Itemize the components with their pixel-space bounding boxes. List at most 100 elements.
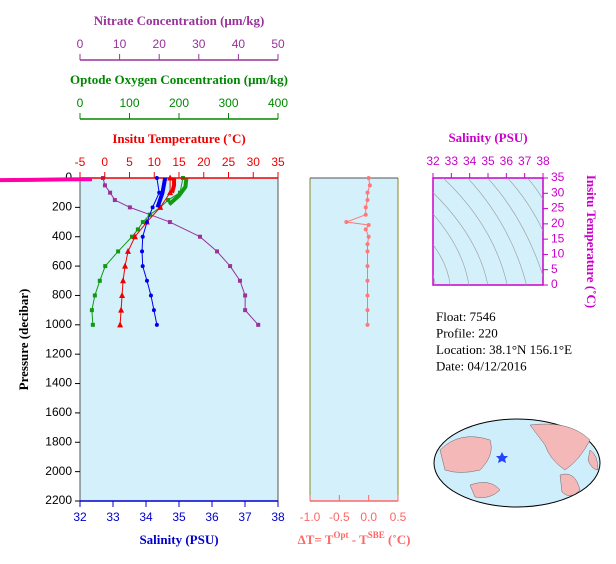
data-line	[0, 177, 93, 183]
data-point	[117, 321, 124, 328]
x-tick-label: 30	[192, 37, 206, 51]
x-tick-label: -1.0	[300, 510, 321, 524]
data-point	[215, 249, 220, 254]
data-point	[151, 308, 156, 313]
y-tick-label: 800	[52, 288, 72, 302]
x-tick-label: 35	[481, 154, 495, 168]
info-line: Date: 04/12/2016	[436, 358, 527, 373]
data-point	[228, 264, 233, 269]
data-point	[366, 234, 371, 239]
y-axis-title: Insitu Temperature (˚C)	[584, 175, 599, 308]
data-point	[365, 242, 370, 247]
isopycnal	[433, 192, 489, 285]
data-point	[365, 293, 370, 298]
y-tick-label: 5	[551, 262, 558, 276]
data-point	[166, 198, 171, 203]
data-point	[365, 264, 370, 269]
x-tick-label: 400	[268, 96, 288, 110]
y-tick-label: 35	[551, 170, 565, 184]
x-tick-label: 36	[205, 510, 219, 524]
y-tick-label: 15	[551, 231, 565, 245]
data-point	[144, 278, 149, 283]
x-tick-label: 32	[73, 510, 87, 524]
data-point	[140, 249, 145, 254]
y-tick-label: 2200	[45, 493, 72, 507]
data-point	[363, 205, 368, 210]
data-point	[118, 306, 125, 313]
data-point	[90, 322, 95, 327]
x-tick-label: 0	[77, 37, 84, 51]
data-point	[167, 174, 174, 181]
data-point	[154, 322, 159, 327]
x-axis-title: Optode Oxygen Concentration (μm/kg)	[70, 72, 288, 87]
x-tick-label: 32	[426, 154, 440, 168]
isopycnal	[507, 178, 543, 232]
data-point	[167, 220, 172, 225]
world-map	[433, 418, 601, 508]
data-line	[167, 177, 189, 206]
y-tick-label: 1000	[45, 317, 72, 331]
y-tick-label: 0	[551, 277, 558, 291]
x-tick-label: 0	[77, 96, 84, 110]
x-axis-title: ΔT= TOpt - TSBE (˚C)	[298, 530, 411, 547]
info-line: Float: 7546	[436, 309, 496, 324]
x-tick-label: 20	[197, 155, 211, 169]
isopycnal	[487, 178, 543, 277]
data-point	[157, 203, 164, 210]
x-tick-label: 0	[101, 155, 108, 169]
x-tick-label: 33	[106, 510, 120, 524]
data-point	[365, 198, 370, 203]
y-tick-label: 1600	[45, 405, 72, 419]
x-tick-label: 30	[247, 155, 261, 169]
data-point	[144, 220, 149, 225]
y-tick-label: 30	[551, 185, 565, 199]
x-tick-label: 34	[463, 154, 477, 168]
data-point	[237, 278, 242, 283]
x-tick-label: 34	[139, 510, 153, 524]
x-tick-label: 25	[222, 155, 236, 169]
isopycnal	[433, 274, 436, 285]
isopycnal	[433, 244, 451, 285]
data-point	[89, 308, 94, 313]
data-line	[170, 178, 177, 194]
y-tick-label: 0	[65, 170, 72, 184]
x-tick-label: 37	[518, 154, 532, 168]
x-tick-label: 200	[169, 96, 189, 110]
x-tick-label: 35	[271, 155, 285, 169]
x-axis-title: Salinity (PSU)	[139, 532, 218, 547]
main-plot-area	[80, 178, 278, 501]
data-point	[119, 291, 126, 298]
data-point	[102, 183, 107, 188]
x-tick-label: 38	[271, 510, 285, 524]
data-point	[125, 247, 132, 254]
x-tick-label: 38	[536, 154, 550, 168]
data-point	[366, 222, 371, 227]
y-tick-label: 200	[52, 200, 72, 214]
land	[587, 449, 599, 471]
data-point	[243, 293, 248, 298]
x-tick-label: 37	[238, 510, 252, 524]
land	[469, 482, 501, 498]
data-point	[154, 176, 159, 180]
y-tick-label: 1800	[45, 434, 72, 448]
x-axis-title-part: ΔT= T	[298, 532, 334, 547]
data-point	[112, 198, 117, 203]
isopycnal	[433, 213, 470, 285]
ts-plot-area	[432, 177, 544, 286]
y-axis-title: Pressure (decibar)	[16, 289, 31, 391]
x-tick-label: 10	[113, 37, 127, 51]
x-axis-title: Insitu Temperature (˚C)	[112, 131, 245, 146]
data-point	[363, 227, 368, 232]
x-axis-title-part: Opt	[333, 530, 348, 540]
x-tick-label: 35	[172, 510, 186, 524]
data-point	[120, 277, 127, 284]
data-point	[140, 234, 145, 239]
x-tick-label: 10	[148, 155, 162, 169]
x-tick-label: 300	[218, 96, 238, 110]
x-tick-label: -0.5	[329, 510, 350, 524]
y-tick-label: 20	[551, 216, 565, 230]
data-point	[363, 212, 368, 217]
delta-plot-area	[310, 178, 398, 501]
x-tick-label: 20	[153, 37, 167, 51]
